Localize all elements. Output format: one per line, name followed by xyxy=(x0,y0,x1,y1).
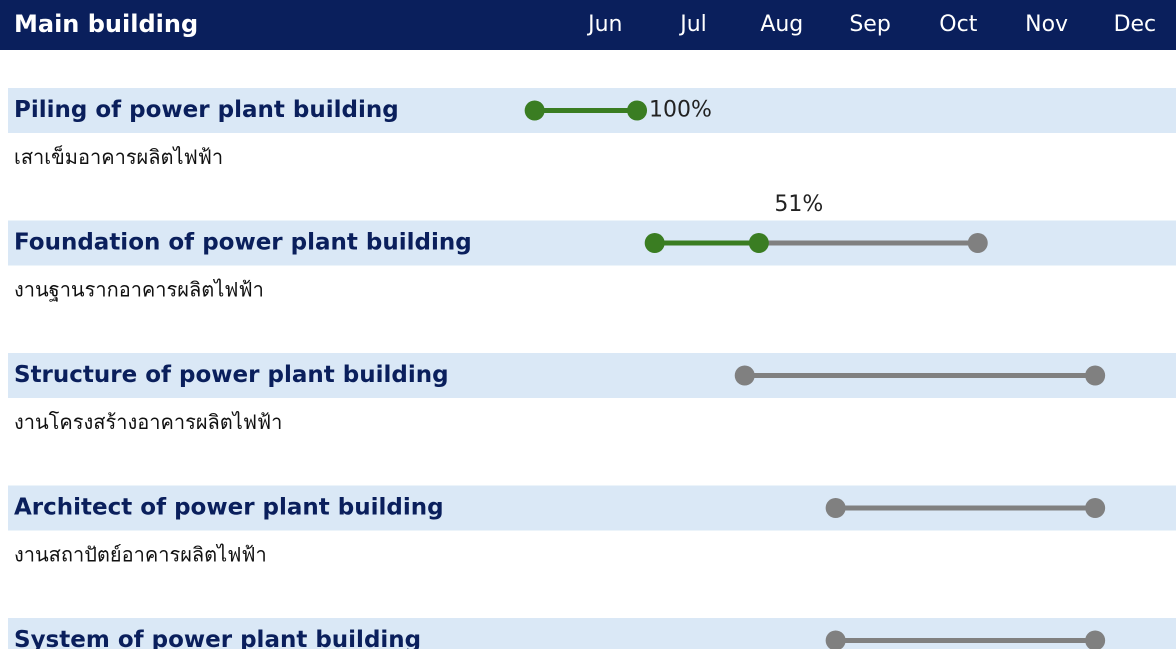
task-subtitle: งานสถาปัตย์อาคารผลิตไฟฟ้า xyxy=(14,543,267,567)
row-band xyxy=(8,618,1176,653)
progress-dot xyxy=(748,233,769,253)
start-dot xyxy=(524,100,545,121)
task-subtitle: เสาเข็มอาคารผลิตไฟฟ้า xyxy=(14,144,223,169)
header-bar xyxy=(0,0,1176,50)
end-dot xyxy=(1085,365,1106,386)
task-name: Structure of power plant building xyxy=(14,362,449,388)
x-tick-label: Sep xyxy=(849,12,890,37)
x-tick-label: Aug xyxy=(760,12,803,37)
x-tick-label: Oct xyxy=(939,12,977,37)
end-dot xyxy=(1085,498,1106,518)
chart-title: Main building xyxy=(14,10,198,38)
task-name: System of power plant building xyxy=(14,627,421,649)
progress-label: 100% xyxy=(649,98,712,123)
start-dot xyxy=(825,630,846,651)
end-dot xyxy=(1085,630,1106,651)
x-tick-label: Nov xyxy=(1025,12,1068,37)
start-dot xyxy=(825,498,846,518)
task-name: Piling of power plant building xyxy=(14,97,399,123)
task-subtitle: งานฐานรากอาคารผลิตไฟฟ้า xyxy=(14,278,264,302)
task-name: Architect of power plant building xyxy=(14,495,444,521)
start-dot xyxy=(644,233,665,253)
progress-dot xyxy=(627,100,648,121)
x-tick-label: Jul xyxy=(678,12,707,37)
start-dot xyxy=(734,365,755,386)
task-subtitle: งานโครงสร้างอาคารผลิตไฟฟ้า xyxy=(14,410,282,434)
end-dot xyxy=(967,233,988,253)
progress-label: 51% xyxy=(774,192,823,217)
x-tick-label: Jun xyxy=(586,12,622,37)
x-tick-label: Dec xyxy=(1114,12,1157,37)
task-name: Foundation of power plant building xyxy=(14,230,472,256)
